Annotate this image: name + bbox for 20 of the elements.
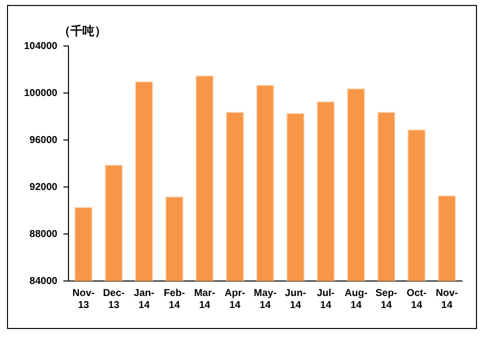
x-tick-label: Feb-14 xyxy=(164,288,185,311)
x-tick-label: Jan-14 xyxy=(134,288,154,311)
x-tick-label: Dec-13 xyxy=(102,288,125,311)
x-tick-label: Nov-14 xyxy=(436,288,458,311)
y-axis-title: （千吨） xyxy=(58,24,106,38)
y-tick-label: 100000 xyxy=(24,88,58,99)
y-tick-label: 96000 xyxy=(30,134,58,146)
x-tick-label: Oct-14 xyxy=(406,288,427,311)
x-tick-label: Jun-14 xyxy=(284,288,306,311)
y-tick-label: 104000 xyxy=(24,40,58,52)
y-tick-label: 92000 xyxy=(30,182,58,193)
x-tick-label: Nov-13 xyxy=(72,288,95,311)
x-tick-label: Apr-14 xyxy=(224,288,246,311)
x-tick-label: Sep-14 xyxy=(375,288,398,311)
y-tick-label: 84000 xyxy=(30,276,58,287)
y-tick-label: 88000 xyxy=(30,228,58,240)
x-tick-label: Aug-14 xyxy=(344,288,368,311)
x-tick-label: May-14 xyxy=(254,288,277,311)
x-tick-label: Mar-14 xyxy=(194,288,216,311)
x-tick-label: Jul-14 xyxy=(316,288,335,311)
